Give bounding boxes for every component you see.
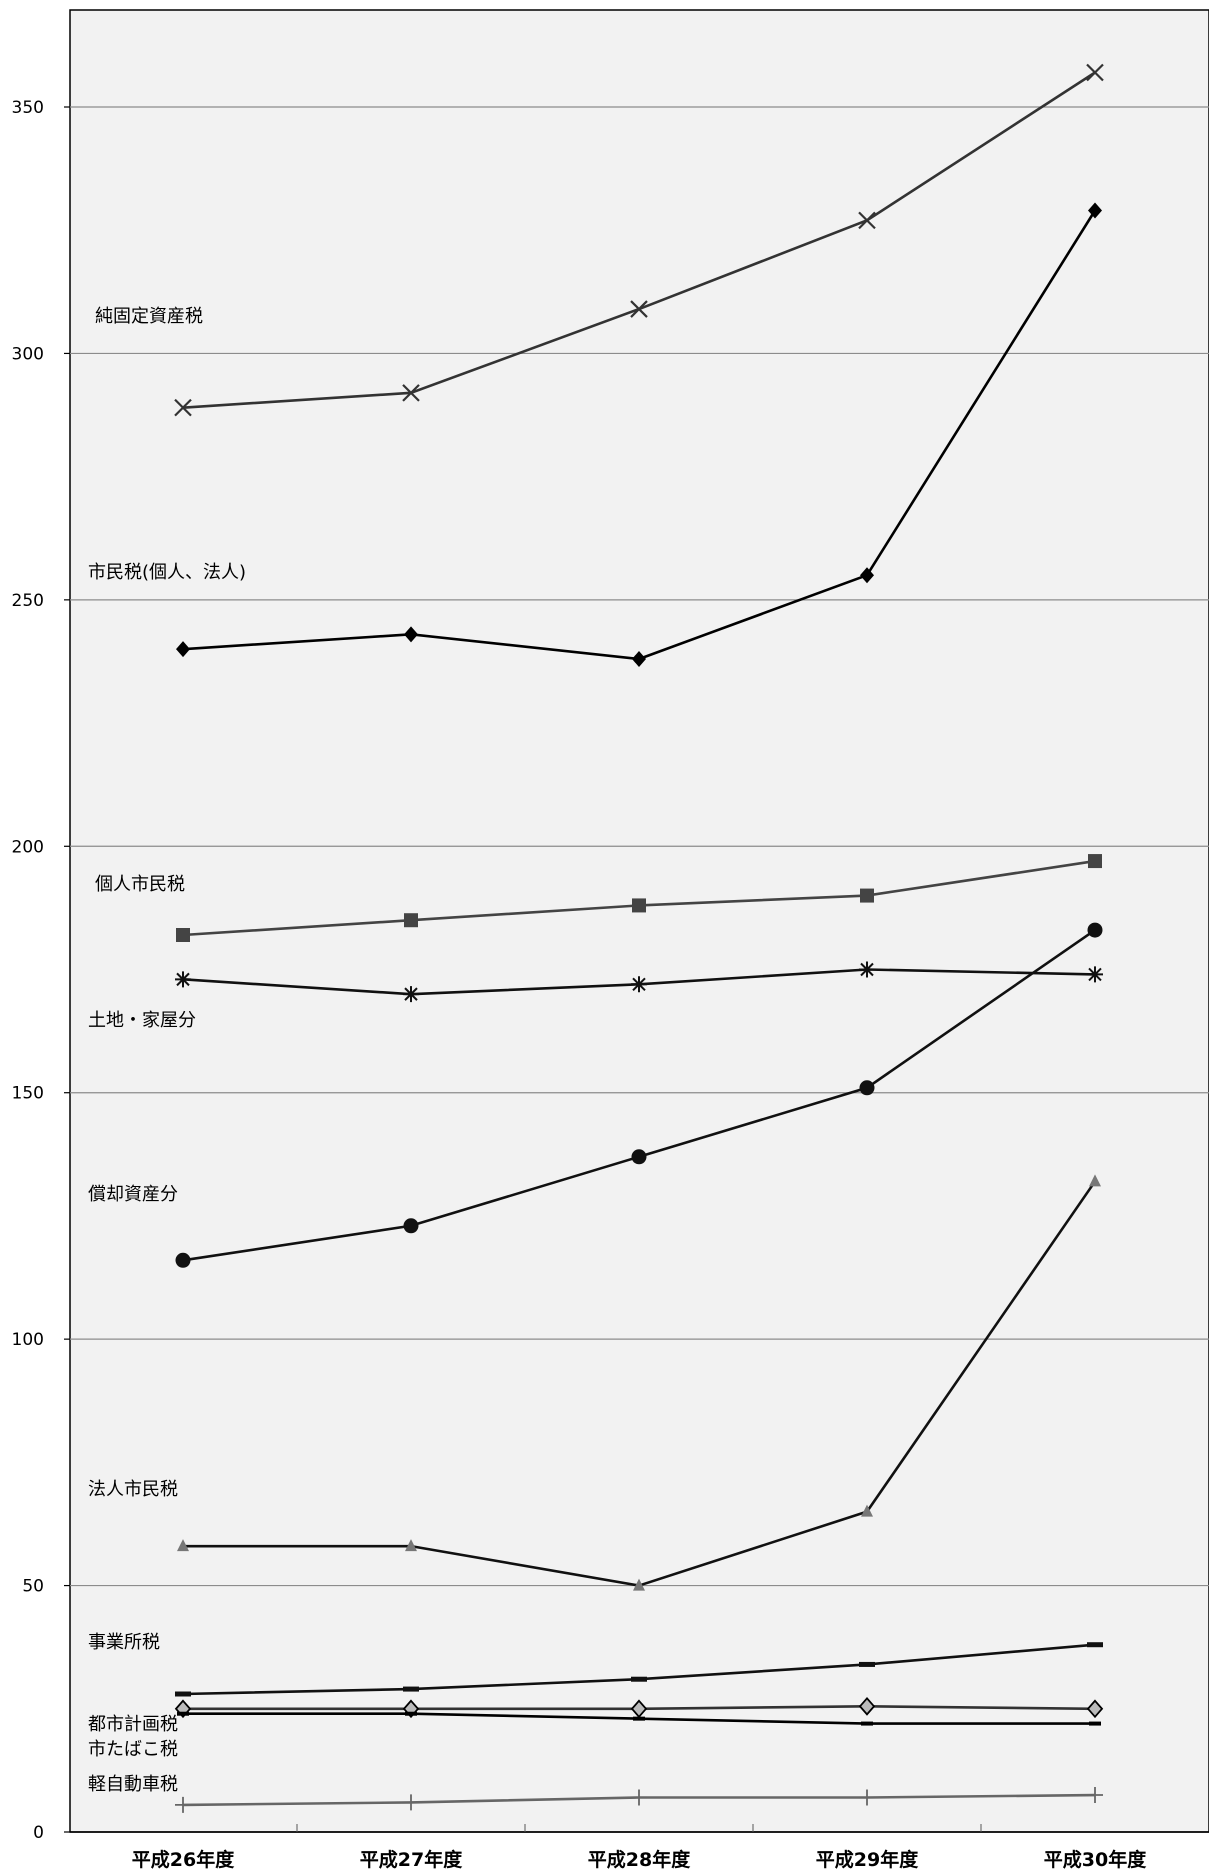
x-tick-label: 平成29年度 xyxy=(816,1848,919,1871)
data-point xyxy=(633,1716,645,1721)
y-tick-label: 100 xyxy=(12,1330,44,1350)
data-point xyxy=(1087,1787,1103,1804)
gridlines xyxy=(70,106,1209,1587)
series-label-kei-jidoshazei: 軽自動車税 xyxy=(88,1774,178,1795)
data-point xyxy=(175,1252,191,1268)
data-point xyxy=(176,641,190,658)
y-tick-label: 50 xyxy=(22,1577,44,1597)
data-point xyxy=(1086,63,1104,82)
series-0 xyxy=(174,63,1104,417)
series-label-kojin-shiminzei: 個人市民税 xyxy=(95,874,185,895)
y-tick-label: 300 xyxy=(12,344,44,364)
data-point xyxy=(1089,1721,1101,1726)
data-point xyxy=(860,567,874,584)
data-point xyxy=(1089,1174,1101,1187)
data-point xyxy=(632,898,646,913)
data-point xyxy=(177,1711,189,1716)
series-8 xyxy=(177,1711,1101,1726)
data-point xyxy=(1087,1642,1103,1648)
x-tick-label: 平成27年度 xyxy=(360,1848,463,1871)
data-point xyxy=(1088,854,1102,869)
series-1 xyxy=(176,202,1102,667)
series-label-jigyoshozei: 事業所税 xyxy=(88,1632,160,1653)
data-point xyxy=(861,1504,873,1517)
data-point xyxy=(174,398,192,417)
data-point xyxy=(1086,1699,1104,1719)
data-point xyxy=(631,976,647,993)
y-tick-label: 0 xyxy=(33,1823,44,1843)
data-point xyxy=(859,1789,875,1806)
data-point xyxy=(633,1578,645,1591)
x-tick-label: 平成26年度 xyxy=(132,1848,235,1871)
data-point xyxy=(403,1794,419,1811)
data-point xyxy=(1087,922,1103,938)
series-label-shokyaku-shisanbun: 償却資産分 xyxy=(88,1184,178,1205)
y-tick-label: 250 xyxy=(12,591,44,611)
data-point xyxy=(632,651,646,667)
data-point xyxy=(858,211,876,230)
data-point xyxy=(403,1218,419,1234)
data-point xyxy=(175,1691,191,1697)
data-point xyxy=(631,1789,647,1806)
series-4 xyxy=(175,922,1103,1268)
data-point xyxy=(861,1721,873,1726)
series-label-shi-tabakozei: 市たばこ税 xyxy=(88,1739,178,1760)
y-tick-label: 200 xyxy=(12,837,44,857)
data-point xyxy=(404,626,418,643)
x-tick-label: 平成30年度 xyxy=(1044,1848,1147,1871)
series-label-tochi-kaokubun: 土地・家屋分 xyxy=(88,1010,196,1031)
series-label-jun-kotei-shisanzei: 純固定資産税 xyxy=(95,306,203,327)
series-group xyxy=(174,63,1104,1813)
y-axis: 0 50 100 150 200 250 300 350 xyxy=(12,98,70,1843)
data-point xyxy=(177,1539,189,1552)
data-point xyxy=(403,986,419,1003)
data-point xyxy=(630,300,648,318)
data-point xyxy=(405,1711,417,1716)
data-point xyxy=(175,1796,191,1813)
series-label-shiminzei: 市民税(個人、法人) xyxy=(88,562,246,583)
data-point xyxy=(631,1149,647,1165)
series-2 xyxy=(176,854,1102,942)
data-point xyxy=(402,384,420,402)
y-tick-label: 350 xyxy=(12,98,44,118)
x-tick-label: 平成28年度 xyxy=(588,1848,691,1871)
series-3 xyxy=(175,961,1103,1003)
plot-area xyxy=(69,9,1209,1833)
data-point xyxy=(403,1686,419,1692)
data-point xyxy=(175,971,191,988)
data-point xyxy=(405,1539,417,1552)
data-point xyxy=(404,913,418,928)
series-6 xyxy=(175,1642,1103,1697)
data-point xyxy=(858,1696,876,1716)
data-point xyxy=(860,888,874,903)
data-point xyxy=(859,961,875,978)
data-point xyxy=(1087,966,1103,983)
series-label-toshi-keikakuzei: 都市計画税 xyxy=(88,1714,178,1735)
data-point xyxy=(1088,202,1102,219)
data-point xyxy=(631,1676,647,1682)
data-point xyxy=(859,1661,875,1667)
data-point xyxy=(176,928,190,942)
series-9 xyxy=(175,1787,1103,1813)
series-labels: 純固定資産税 市民税(個人、法人) 個人市民税 土地・家屋分 償却資産分 法人市… xyxy=(88,306,246,1795)
y-tick-label: 150 xyxy=(12,1084,44,1104)
x-axis: 平成26年度 平成27年度 平成28年度 平成29年度 平成30年度 xyxy=(70,1824,1209,1871)
series-5 xyxy=(177,1174,1101,1591)
data-point xyxy=(859,1080,875,1096)
series-label-hojin-shiminzei: 法人市民税 xyxy=(88,1479,178,1500)
